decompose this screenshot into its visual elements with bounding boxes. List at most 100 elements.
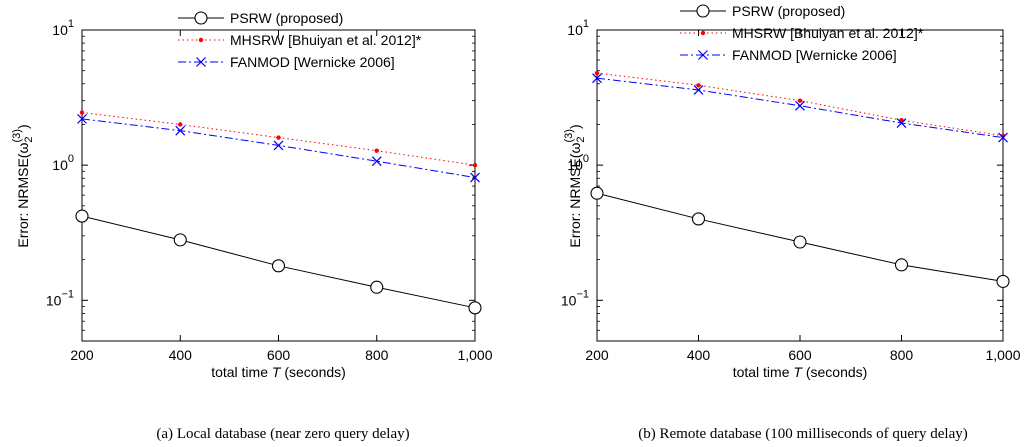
x-marker-stroke — [196, 57, 206, 67]
y-axis-label-superscript: (3) — [563, 129, 575, 142]
y-tick-base: 10 — [52, 157, 68, 173]
panel-caption: (b) Remote database (100 milliseconds of… — [638, 426, 968, 442]
x-tick-label: 800 — [365, 347, 389, 363]
legend-marker — [700, 30, 706, 36]
data-point — [793, 235, 807, 249]
data-point — [894, 258, 909, 272]
y-axis-label-suffix: ) — [15, 124, 31, 129]
y-axis-label-subscript: 2 — [575, 136, 587, 142]
y-axis-label-prefix: Error: NRMSE(ω — [15, 143, 31, 248]
data-point — [996, 274, 1010, 288]
data-point — [79, 110, 85, 115]
data-point — [594, 70, 600, 76]
y-tick-base: 10 — [567, 22, 583, 38]
y-tick-exponent: −1 — [61, 288, 74, 300]
legend-label: MHSRW [Bhuiyan et al. 2012]* — [732, 25, 924, 41]
data-point — [696, 83, 701, 88]
series-2 — [592, 73, 1008, 143]
x-axis-label-variable: T — [793, 364, 803, 380]
data-point — [693, 85, 704, 95]
y-tick-base: 10 — [52, 22, 68, 38]
legend-marker — [198, 37, 204, 43]
legend-marker — [196, 57, 206, 67]
data-point — [468, 301, 482, 315]
data-point — [271, 259, 286, 273]
x-axis-label-variable: T — [272, 364, 282, 380]
legend-entry: FANMOD [Wernicke 2006] — [680, 47, 897, 63]
x-marker-stroke — [77, 113, 87, 124]
x-marker-stroke — [693, 85, 704, 95]
x-tick-label: 200 — [585, 347, 609, 363]
data-point — [691, 212, 706, 226]
x-marker-stroke — [175, 125, 186, 136]
y-tick-exponent: 1 — [68, 18, 74, 30]
y-axis-label: Error: NRMSE(ω2(3)) — [11, 124, 35, 247]
x-marker-stroke — [998, 132, 1008, 143]
legend-entry: MHSRW [Bhuiyan et al. 2012]* — [680, 25, 924, 41]
series-0 — [590, 186, 1010, 288]
legend-entry: FANMOD [Wernicke 2006] — [178, 54, 395, 70]
data-point — [371, 156, 382, 167]
y-axis-label-prefix: Error: NRMSE(ω — [567, 143, 583, 248]
panel-caption-text: Local database (near zero query delay) — [177, 426, 410, 442]
plot-frame — [596, 29, 1004, 342]
data-point — [592, 73, 602, 84]
legend-label: FANMOD [Wernicke 2006] — [732, 47, 897, 63]
y-tick-exponent: 0 — [583, 153, 589, 165]
x-marker-stroke — [470, 172, 480, 183]
data-point — [374, 148, 379, 153]
x-axis-label-suffix: (seconds) — [280, 364, 345, 380]
x-tick-label: 200 — [70, 347, 94, 363]
data-point — [472, 162, 478, 168]
legend-marker — [698, 50, 708, 60]
y-minor-ticks — [597, 35, 1003, 342]
series-line — [81, 118, 476, 179]
data-point — [173, 233, 187, 247]
legend-entry: MHSRW [Bhuiyan et al. 2012]* — [178, 32, 422, 48]
y-tick-label: 101 — [567, 18, 589, 38]
x-tick-label: 800 — [890, 347, 914, 363]
data-point — [896, 118, 907, 128]
data-point — [77, 113, 87, 124]
data-point — [590, 186, 604, 200]
data-point — [175, 125, 186, 136]
data-point — [797, 98, 803, 103]
panel-caption: (a) Local database (near zero query dela… — [156, 426, 409, 442]
y-tick-label: 100 — [52, 153, 74, 173]
y-tick-label: 101 — [52, 18, 74, 38]
panel-caption-label: (b) — [638, 426, 659, 442]
y-tick-exponent: −1 — [576, 288, 589, 300]
legend-label: FANMOD [Wernicke 2006] — [230, 54, 395, 70]
y-minor-ticks — [82, 35, 475, 342]
panel-caption-label: (a) — [156, 426, 176, 442]
legend-label: PSRW (proposed) — [732, 3, 845, 19]
y-tick-label: 100 — [567, 153, 589, 173]
y-tick-base: 10 — [567, 157, 583, 173]
plot-frame — [81, 29, 476, 342]
series-2 — [77, 113, 480, 183]
x-axis-label-prefix: total time — [733, 364, 794, 380]
x-tick-label: 600 — [788, 347, 812, 363]
x-marker-stroke — [273, 140, 284, 151]
data-point — [795, 100, 805, 111]
y-axis-label-superscript: (3) — [11, 129, 23, 142]
data-point — [370, 280, 384, 294]
x-marker-stroke — [371, 156, 382, 167]
data-point — [276, 135, 281, 140]
legend-marker — [194, 11, 208, 25]
y-tick-base: 10 — [561, 292, 577, 308]
x-axis-label-suffix: (seconds) — [802, 364, 867, 380]
y-axis-label-subscript: 2 — [23, 136, 35, 142]
y-axis-label-suffix: ) — [567, 124, 583, 129]
series-1 — [594, 70, 1006, 138]
x-axis-label: total time T (seconds) — [211, 364, 346, 380]
legend-label: PSRW (proposed) — [230, 10, 343, 26]
y-tick-base: 10 — [46, 292, 62, 308]
data-point — [998, 132, 1008, 143]
legend-entry: PSRW (proposed) — [680, 3, 845, 19]
x-axis-label-prefix: total time — [211, 364, 272, 380]
y-axis-label: Error: NRMSE(ω2(3)) — [563, 124, 587, 247]
series-line — [596, 72, 1004, 137]
